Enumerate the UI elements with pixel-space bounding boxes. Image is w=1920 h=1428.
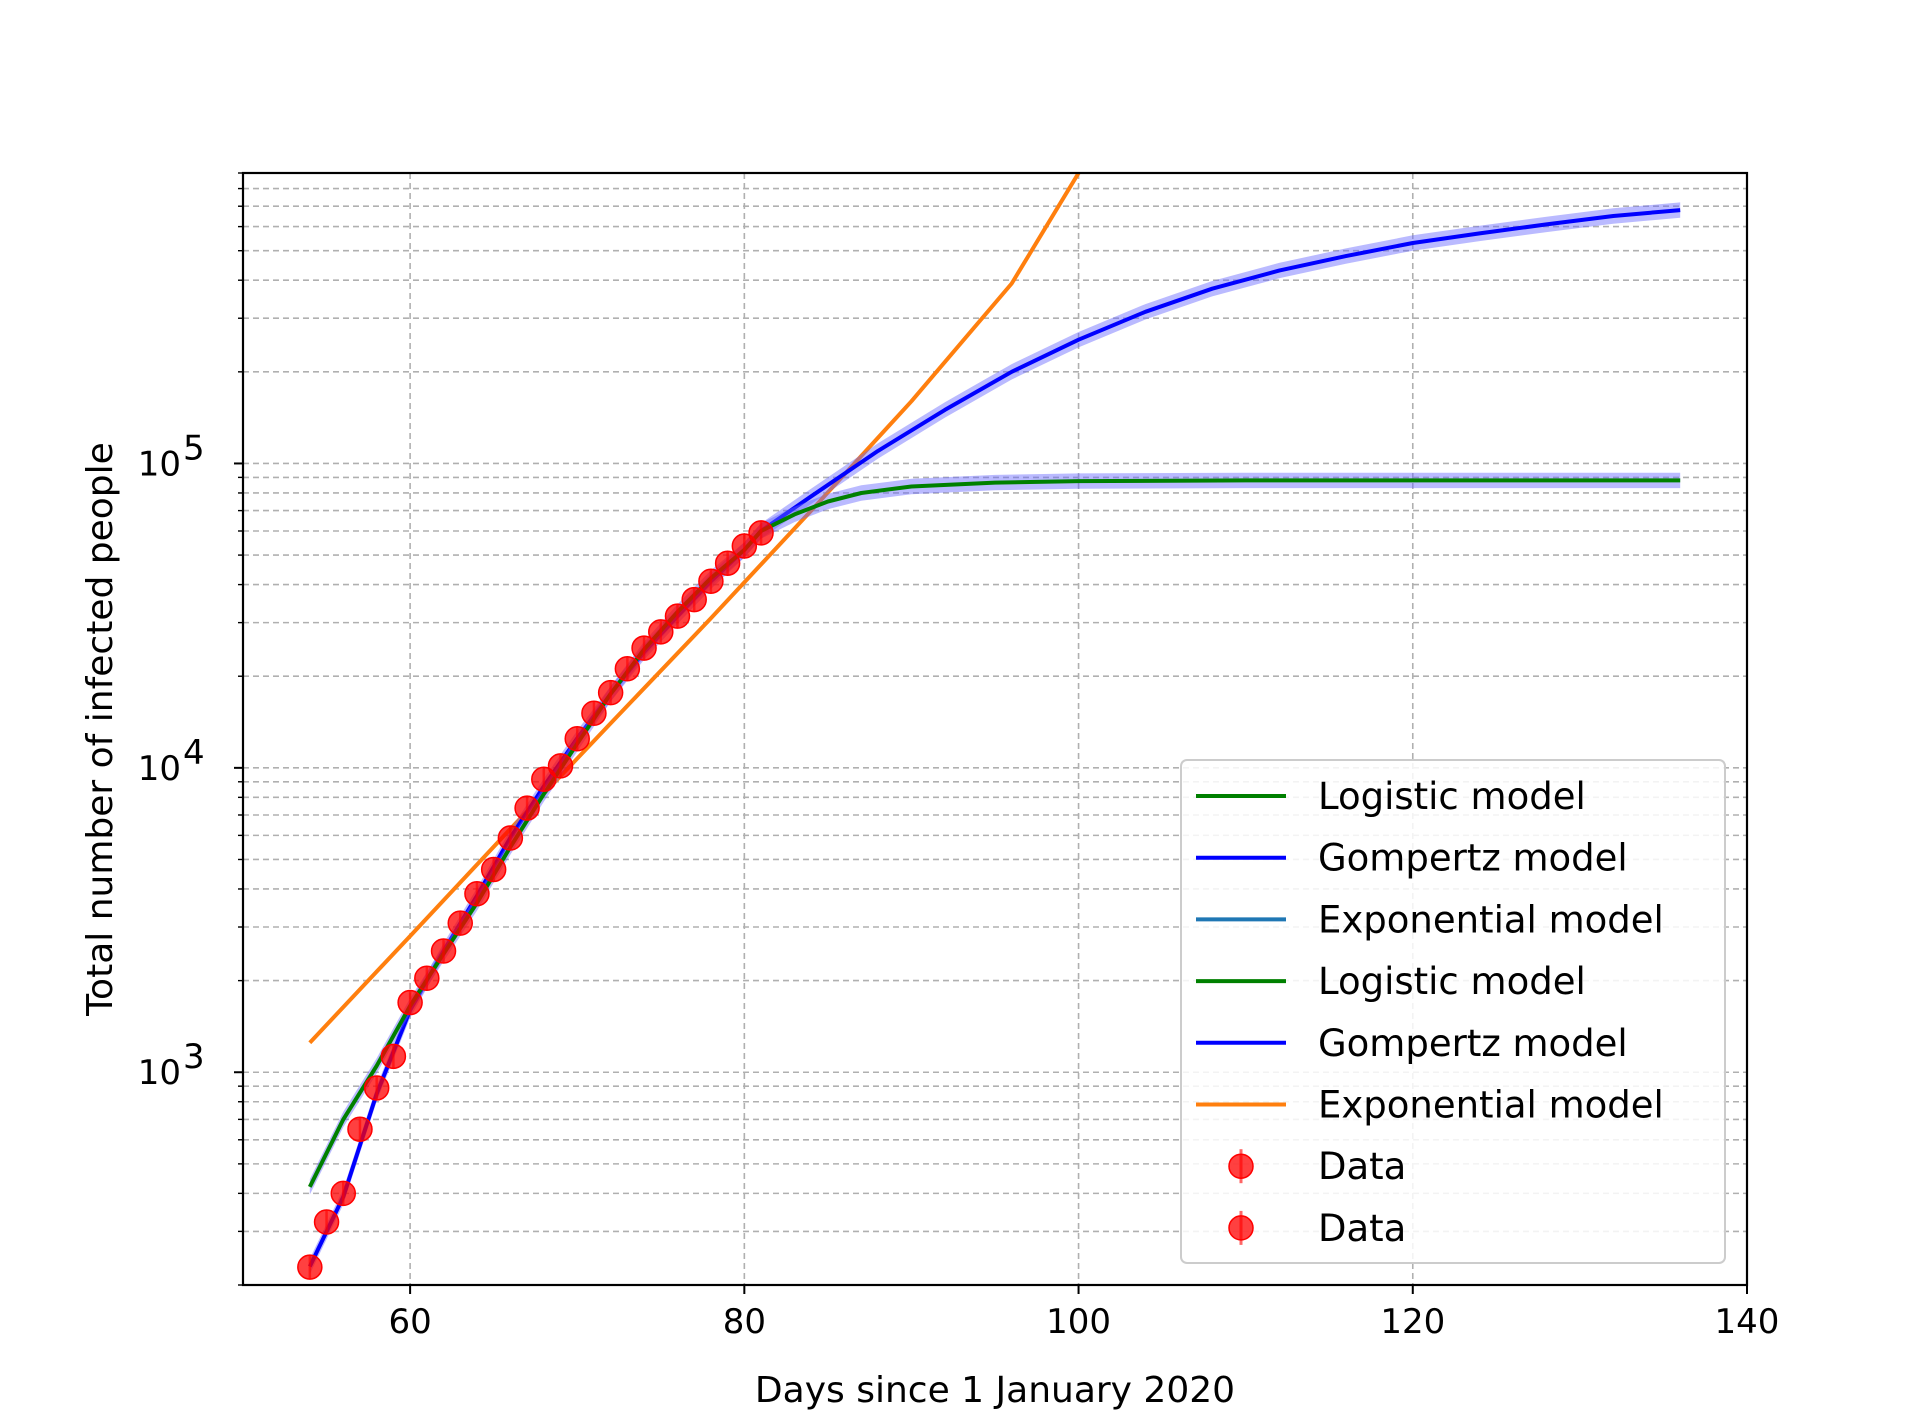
data-point [514,795,540,821]
y-tick-label-base: 10 [138,444,181,484]
data-point [447,910,473,936]
data-point [731,533,758,559]
data-point [714,550,741,576]
data-point [631,635,657,661]
x-tick-label: 140 [1715,1302,1780,1342]
legend-label: Exponential model [1318,898,1664,941]
series-line [308,173,1081,1045]
x-tick-label: 80 [723,1302,766,1342]
legend-label: Logistic model [1318,775,1586,818]
data-point [597,679,624,706]
plot-frame [241,171,1749,1287]
data-point [297,1254,323,1280]
x-axis-ticks: 60 80 100 120 140 [388,1285,1779,1342]
data-point [614,656,641,682]
x-tick-label: 100 [1046,1302,1111,1342]
data-point [414,965,440,992]
x-tick-label: 120 [1380,1302,1445,1342]
legend-marker [1228,1215,1254,1241]
y-tick-label-base: 10 [138,1053,181,1093]
data-point [581,700,607,727]
legend-label: Gompertz model [1318,1022,1628,1065]
y-axis-label: Total number of infected people [80,442,121,1017]
data-point [564,726,590,752]
data-point [648,619,674,645]
legend-label: Exponential model [1318,1084,1664,1127]
data-points-layer [297,520,774,1280]
data-point [664,603,691,629]
x-axis-label: Days since 1 January 2020 [755,1370,1235,1411]
data-point [497,825,524,851]
data-point [347,1116,373,1142]
data-point [748,520,774,546]
data-point [681,586,707,613]
x-tick-label: 60 [388,1302,431,1342]
data-point [313,1209,340,1235]
legend-label: Gompertz model [1318,837,1628,880]
data-point [330,1180,357,1207]
y-tick-label-exponent: 5 [183,428,205,468]
y-tick-label-base: 10 [138,749,181,789]
data-point [380,1043,407,1070]
data-point [531,766,557,793]
legend-label: Data [1318,1145,1406,1188]
data-point [698,568,724,594]
legend-marker [1228,1153,1254,1179]
legend-box [1180,759,1726,1264]
data-point [397,989,423,1016]
y-tick-label-exponent: 4 [183,733,205,773]
data-point [464,881,490,907]
data-point [363,1075,390,1101]
legend-label: Logistic model [1318,960,1586,1003]
data-point [480,856,507,883]
legend: Logistic model Gompertz model Exponential … [1180,759,1726,1264]
legend-label: Data [1318,1207,1406,1250]
data-point [547,753,574,779]
data-point [430,938,457,964]
y-tick-label-exponent: 3 [183,1037,205,1077]
